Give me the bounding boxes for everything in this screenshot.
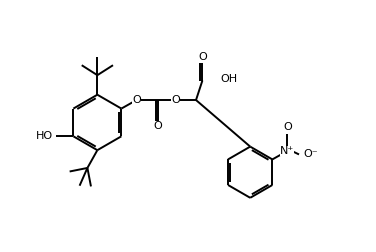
Text: HO: HO	[36, 131, 53, 141]
Text: N⁺: N⁺	[280, 146, 294, 156]
Text: O: O	[132, 95, 141, 105]
Text: O: O	[283, 122, 292, 132]
Text: O: O	[171, 95, 180, 105]
Text: O: O	[199, 52, 208, 62]
Text: OH: OH	[220, 74, 237, 84]
Text: O⁻: O⁻	[303, 149, 318, 160]
Text: O: O	[154, 121, 162, 131]
